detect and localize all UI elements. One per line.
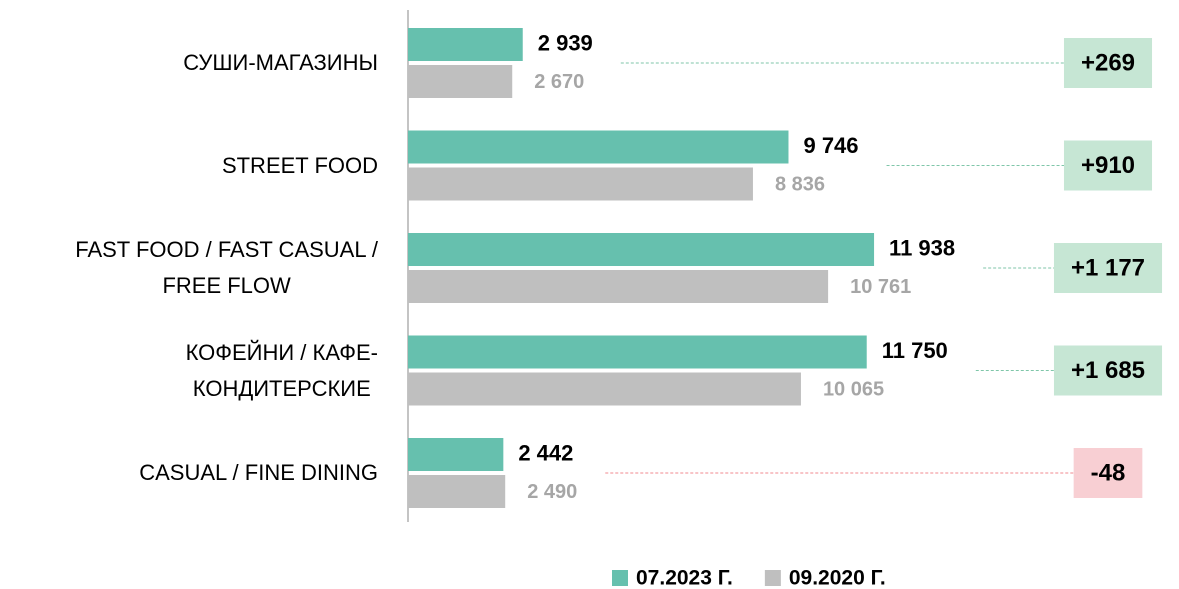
category-label-line: СУШИ-МАГАЗИНЫ [183, 50, 378, 75]
category-label-line: КОНДИТЕРСКИЕ [192, 375, 371, 401]
category-label-line: КОФЕЙНИ / КАФЕ- [185, 339, 378, 365]
bar [408, 475, 506, 508]
bar [408, 372, 801, 406]
bar [408, 65, 513, 98]
bar [408, 167, 753, 201]
bar [408, 438, 504, 471]
difference-label: +1 685 [1071, 357, 1145, 384]
value-label: 2 442 [518, 440, 573, 465]
value-label: 9 746 [803, 133, 858, 158]
category-label-line: FREE FLOW [162, 273, 291, 298]
bar [408, 270, 829, 303]
difference-box [1063, 38, 1153, 88]
legend-label: 07.2023 Г. [636, 567, 733, 589]
bar [408, 335, 867, 369]
difference-box [1063, 140, 1153, 191]
category-label: CASUAL / FINE DINING [139, 455, 378, 491]
difference-label: +910 [1081, 152, 1135, 179]
category-label: STREET FOOD [222, 148, 378, 184]
value-label: 2 939 [538, 30, 593, 55]
difference-label: +1 177 [1071, 254, 1145, 281]
value-label: 2 670 [534, 71, 584, 93]
category-label-line: CASUAL / FINE DINING [139, 460, 378, 485]
bar [408, 233, 875, 266]
value-label: 8 836 [775, 173, 825, 195]
category-label-line: FAST FOOD / FAST CASUAL / [75, 237, 378, 262]
difference-box [1073, 448, 1143, 498]
bar [408, 28, 523, 61]
category-label: КОФЕЙНИ / КАФЕ- КОНДИТЕРСКИЕ [186, 335, 378, 407]
value-label: 10 065 [823, 378, 884, 400]
difference-label: +269 [1081, 49, 1135, 76]
legend-swatch [612, 570, 628, 586]
value-label: 2 490 [527, 481, 577, 503]
legend-label: 09.2020 Г. [789, 567, 886, 589]
value-label: 10 761 [850, 276, 911, 298]
bar [408, 130, 789, 164]
category-label-line: STREET FOOD [221, 152, 378, 178]
difference-box [1053, 243, 1163, 293]
value-label: 11 938 [889, 235, 955, 260]
category-label: СУШИ-МАГАЗИНЫ [183, 45, 378, 81]
category-label: FAST FOOD / FAST CASUAL / FREE FLOW [75, 232, 378, 304]
difference-label: -48 [1091, 459, 1126, 486]
value-label: 11 750 [882, 338, 948, 363]
legend-swatch [764, 570, 781, 586]
difference-box [1053, 345, 1163, 396]
